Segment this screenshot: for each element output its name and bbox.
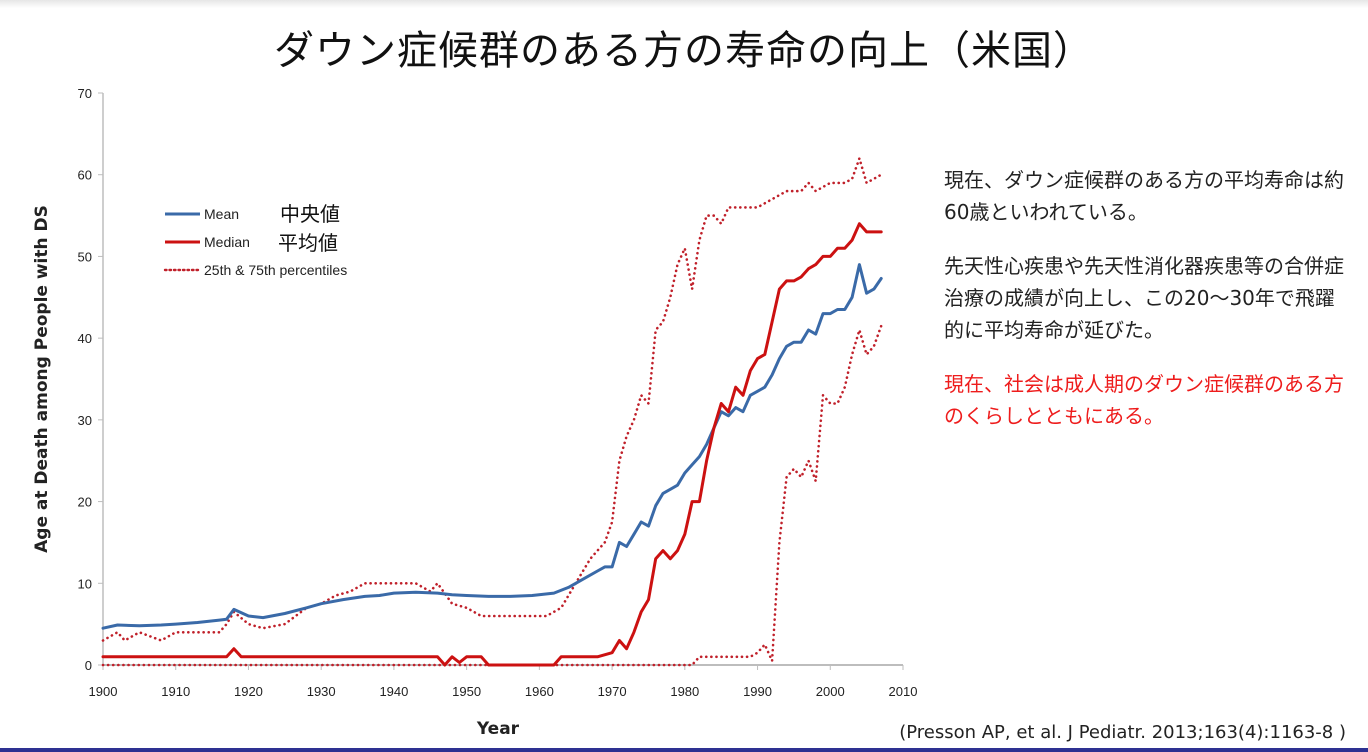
legend-label-percentiles: 25th & 75th percentiles xyxy=(204,262,347,278)
x-tick-label: 1910 xyxy=(161,684,190,699)
x-tick-label: 1900 xyxy=(89,684,118,699)
chart-series xyxy=(101,157,883,667)
legend-label-median: Median xyxy=(204,234,250,250)
series-line-mean xyxy=(101,263,883,630)
paragraph-highlight: 現在、社会は成人期のダウン症候群のある方のくらしとともにある。 xyxy=(944,372,1344,428)
paragraph-lifespan: 現在、ダウン症候群のある方の平均寿命は約60歳といわれている。 xyxy=(944,168,1344,224)
legend-label-mean: Mean xyxy=(204,206,239,222)
legend-annotation-mean: 中央値 xyxy=(280,202,340,226)
y-tick-label: 60 xyxy=(78,168,92,183)
x-tick-label: 1950 xyxy=(452,684,481,699)
footer-bar xyxy=(0,748,1368,752)
x-tick-label: 1980 xyxy=(670,684,699,699)
series-line-25th-percentile xyxy=(101,324,883,667)
slide-title: ダウン症候群のある方の寿命の向上（米国） xyxy=(274,28,1094,74)
y-axis-title: Age at Death among People with DS xyxy=(32,205,52,553)
y-tick-label: 0 xyxy=(85,658,92,673)
x-tick-label: 1920 xyxy=(234,684,263,699)
y-tick-label: 30 xyxy=(78,413,92,428)
x-tick-label: 1940 xyxy=(379,684,408,699)
paragraph-treatment: 先天性心疾患や先天性消化器疾患等の合併症治療の成績が向上し、この20〜30年で飛… xyxy=(944,254,1344,342)
x-tick-label: 2000 xyxy=(816,684,845,699)
chart-axes: 0 10 20 30 40 50 60 70 1900 1910 1920 1930 1940 1950 1… xyxy=(78,86,918,699)
x-axis-title: Year xyxy=(476,719,520,739)
top-shade xyxy=(0,0,1368,8)
side-text: 現在、ダウン症候群のある方の平均寿命は約60歳といわれている。 先天性心疾患や先… xyxy=(944,164,1354,454)
citation: (Presson AP, et al. J Pediatr. 2013;163(… xyxy=(899,722,1346,743)
y-tick-label: 20 xyxy=(78,495,92,510)
chart-legend: Mean 中央値 Median 平均値 25th & 75th percenti… xyxy=(163,202,347,278)
x-tick-label: 1990 xyxy=(743,684,772,699)
x-tick-label: 2010 xyxy=(889,684,918,699)
y-tick-label: 10 xyxy=(78,576,92,591)
x-tick-label: 1960 xyxy=(525,684,554,699)
x-tick-label: 1930 xyxy=(307,684,336,699)
series-line-75th-percentile xyxy=(101,157,883,642)
y-tick-label: 40 xyxy=(78,331,92,346)
legend-annotation-median: 平均値 xyxy=(278,231,338,255)
y-tick-label: 50 xyxy=(78,249,92,264)
y-tick-label: 70 xyxy=(78,86,92,101)
x-tick-label: 1970 xyxy=(598,684,627,699)
series-line-median xyxy=(101,222,883,667)
